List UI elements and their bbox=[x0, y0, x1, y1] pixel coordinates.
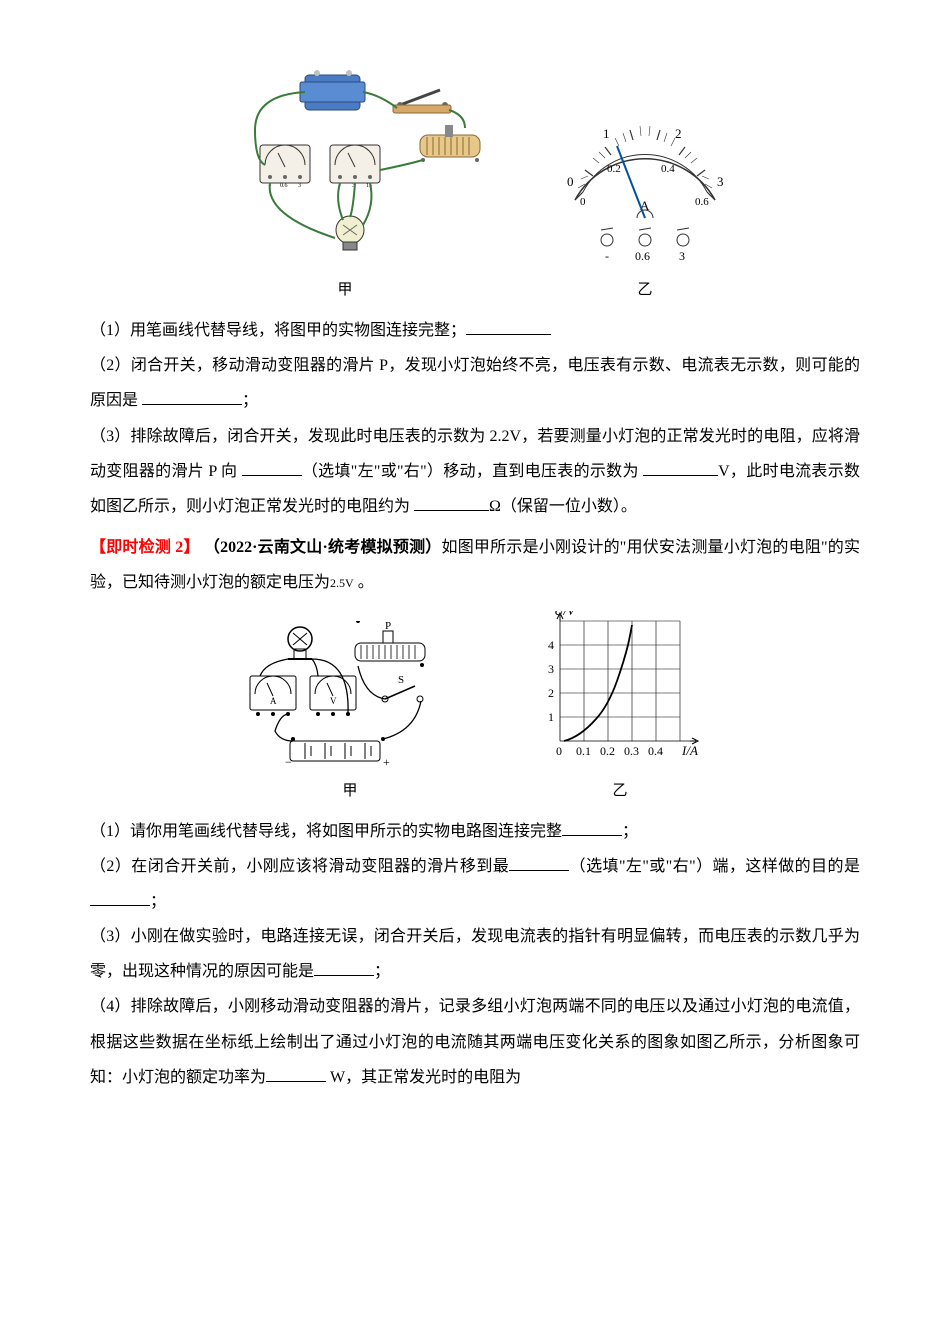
svg-text:0: 0 bbox=[580, 196, 586, 208]
q2-2a: （2）在闭合开关前，小刚应该将滑动变阻器的滑片移到最 bbox=[90, 858, 509, 875]
label-P: P bbox=[385, 621, 391, 632]
svg-text:U/V: U/V bbox=[554, 611, 577, 618]
svg-text:0.4: 0.4 bbox=[648, 744, 663, 758]
q2-1a: （1）请你用笔画线代替导线，将如图甲所示的实物电路图连接完整 bbox=[90, 823, 562, 840]
section2-rated-v: 2.5V bbox=[330, 576, 354, 590]
circuit-diagram-1: − + − 0.6 3 bbox=[205, 70, 485, 270]
q1-3-blank2 bbox=[643, 475, 718, 476]
q1-1-blank bbox=[466, 334, 551, 335]
q2-2: （2）在闭合开关前，小刚应该将滑动变阻器的滑片移到最 （选填"左"或"右"）端，这… bbox=[90, 849, 860, 919]
q1-2a: （2）闭合开关，移动滑动变阻器的滑片 P，发现小灯泡始终不亮，电压表有示数、电流… bbox=[90, 357, 860, 409]
svg-text:−: − bbox=[285, 755, 292, 769]
q1-2b: ； bbox=[242, 392, 258, 409]
q1-3b: （选填"左"或"右"）移动，直到电压表的示数为 bbox=[302, 463, 644, 480]
svg-text:0.2: 0.2 bbox=[607, 163, 621, 175]
svg-text:2: 2 bbox=[548, 686, 554, 700]
q2-3a: （3）小刚在做实验时，电路连接无误，闭合开关后，发现电流表的指针有明显偏转，而电… bbox=[90, 928, 860, 980]
fig1-caption-left: 甲 bbox=[205, 274, 485, 307]
q2-3: （3）小刚在做实验时，电路连接无误，闭合开关后，发现电流表的指针有明显偏转，而电… bbox=[90, 919, 860, 989]
q2-4-blank bbox=[266, 1081, 326, 1082]
q2-4: （4）排除故障后，小刚移动滑动变阻器的滑片，记录多组小灯泡两端不同的电压以及通过… bbox=[90, 989, 860, 1095]
svg-text:0: 0 bbox=[567, 174, 574, 189]
q2-1: （1）请你用笔画线代替导线，将如图甲所示的实物电路图连接完整 ； bbox=[90, 814, 860, 849]
svg-text:0.6: 0.6 bbox=[695, 196, 709, 208]
ammeter-dial: 0 1 2 3 0 0.2 0.4 0.6 A - 0.6 3 bbox=[545, 100, 745, 270]
svg-text:0.6: 0.6 bbox=[635, 249, 650, 263]
circuit-diagram-2: P A V S bbox=[235, 621, 465, 771]
q1-3-blank1 bbox=[242, 475, 302, 476]
figure2-right: 1 2 3 4 U/V 0 0.1 0.2 0.3 0.4 I/A 乙 bbox=[525, 611, 715, 808]
q2-3b: ； bbox=[374, 963, 390, 980]
q2-4b: W，其正常发光时的电阻为 bbox=[326, 1069, 521, 1086]
figure1-left: − + − 0.6 3 bbox=[205, 70, 485, 307]
q1-3d: Ω（保留一位小数）。 bbox=[489, 498, 637, 515]
svg-text:4: 4 bbox=[548, 638, 554, 652]
svg-text:0.1: 0.1 bbox=[576, 744, 591, 758]
svg-text:0.6: 0.6 bbox=[280, 183, 288, 189]
svg-text:2: 2 bbox=[675, 126, 682, 141]
q2-2b: （选填"左"或"右"）端，这样做的目的是 bbox=[569, 858, 860, 875]
ui-chart: 1 2 3 4 U/V 0 0.1 0.2 0.3 0.4 I/A bbox=[525, 611, 715, 771]
svg-text:3: 3 bbox=[679, 249, 685, 263]
fig1-caption-right: 乙 bbox=[545, 274, 745, 307]
q1-3-blank3 bbox=[414, 510, 489, 511]
svg-text:A: A bbox=[270, 696, 277, 706]
bat-plus: + bbox=[349, 70, 355, 73]
svg-text:3: 3 bbox=[548, 662, 554, 676]
figure2-left: P A V S bbox=[235, 621, 465, 808]
svg-text:0: 0 bbox=[556, 744, 562, 758]
figure1-right: 0 1 2 3 0 0.2 0.4 0.6 A - 0.6 3 乙 bbox=[545, 100, 745, 307]
section2-intro-b: 。 bbox=[354, 574, 374, 591]
q1-3: （3）排除故障后，闭合开关，发现此时电压表的示数为 2.2V，若要测量小灯泡的正… bbox=[90, 419, 860, 525]
section2-source: （2022·云南文山·统考模拟预测） bbox=[204, 539, 442, 556]
svg-text:V: V bbox=[330, 696, 337, 706]
section2-header: 【即时检测 2】 （2022·云南文山·统考模拟预测）如图甲所示是小刚设计的"用… bbox=[90, 530, 860, 600]
q2-2-blank2 bbox=[90, 905, 150, 906]
q2-2-blank1 bbox=[509, 870, 569, 871]
bat-minus: − bbox=[315, 70, 321, 73]
q1-1: （1）用笔画线代替导线，将图甲的实物图连接完整； bbox=[90, 313, 860, 348]
q2-1-blank bbox=[562, 835, 622, 836]
q2-3-blank bbox=[314, 975, 374, 976]
fig2-caption-right: 乙 bbox=[525, 775, 715, 808]
svg-text:-: - bbox=[605, 249, 609, 263]
label-S: S bbox=[398, 674, 404, 686]
svg-text:0.3: 0.3 bbox=[624, 744, 639, 758]
figure2-row: P A V S bbox=[90, 611, 860, 808]
svg-text:+: + bbox=[383, 755, 390, 769]
svg-text:3: 3 bbox=[298, 183, 301, 189]
svg-text:0.2: 0.2 bbox=[600, 744, 615, 758]
fig2-caption-left: 甲 bbox=[235, 775, 465, 808]
q1-1-text: （1）用笔画线代替导线，将图甲的实物图连接完整； bbox=[90, 322, 466, 339]
section2-tag: 【即时检测 2】 bbox=[90, 539, 200, 556]
q1-2-blank bbox=[142, 404, 242, 405]
svg-text:0.4: 0.4 bbox=[661, 163, 675, 175]
svg-text:I/A: I/A bbox=[681, 743, 698, 758]
svg-text:1: 1 bbox=[548, 710, 554, 724]
figure1-row: − + − 0.6 3 bbox=[90, 70, 860, 307]
svg-text:3: 3 bbox=[717, 174, 724, 189]
q1-2: （2）闭合开关，移动滑动变阻器的滑片 P，发现小灯泡始终不亮，电压表有示数、电流… bbox=[90, 348, 860, 418]
svg-text:1: 1 bbox=[603, 126, 610, 141]
q2-1b: ； bbox=[622, 823, 638, 840]
q2-2c: ； bbox=[150, 893, 166, 910]
